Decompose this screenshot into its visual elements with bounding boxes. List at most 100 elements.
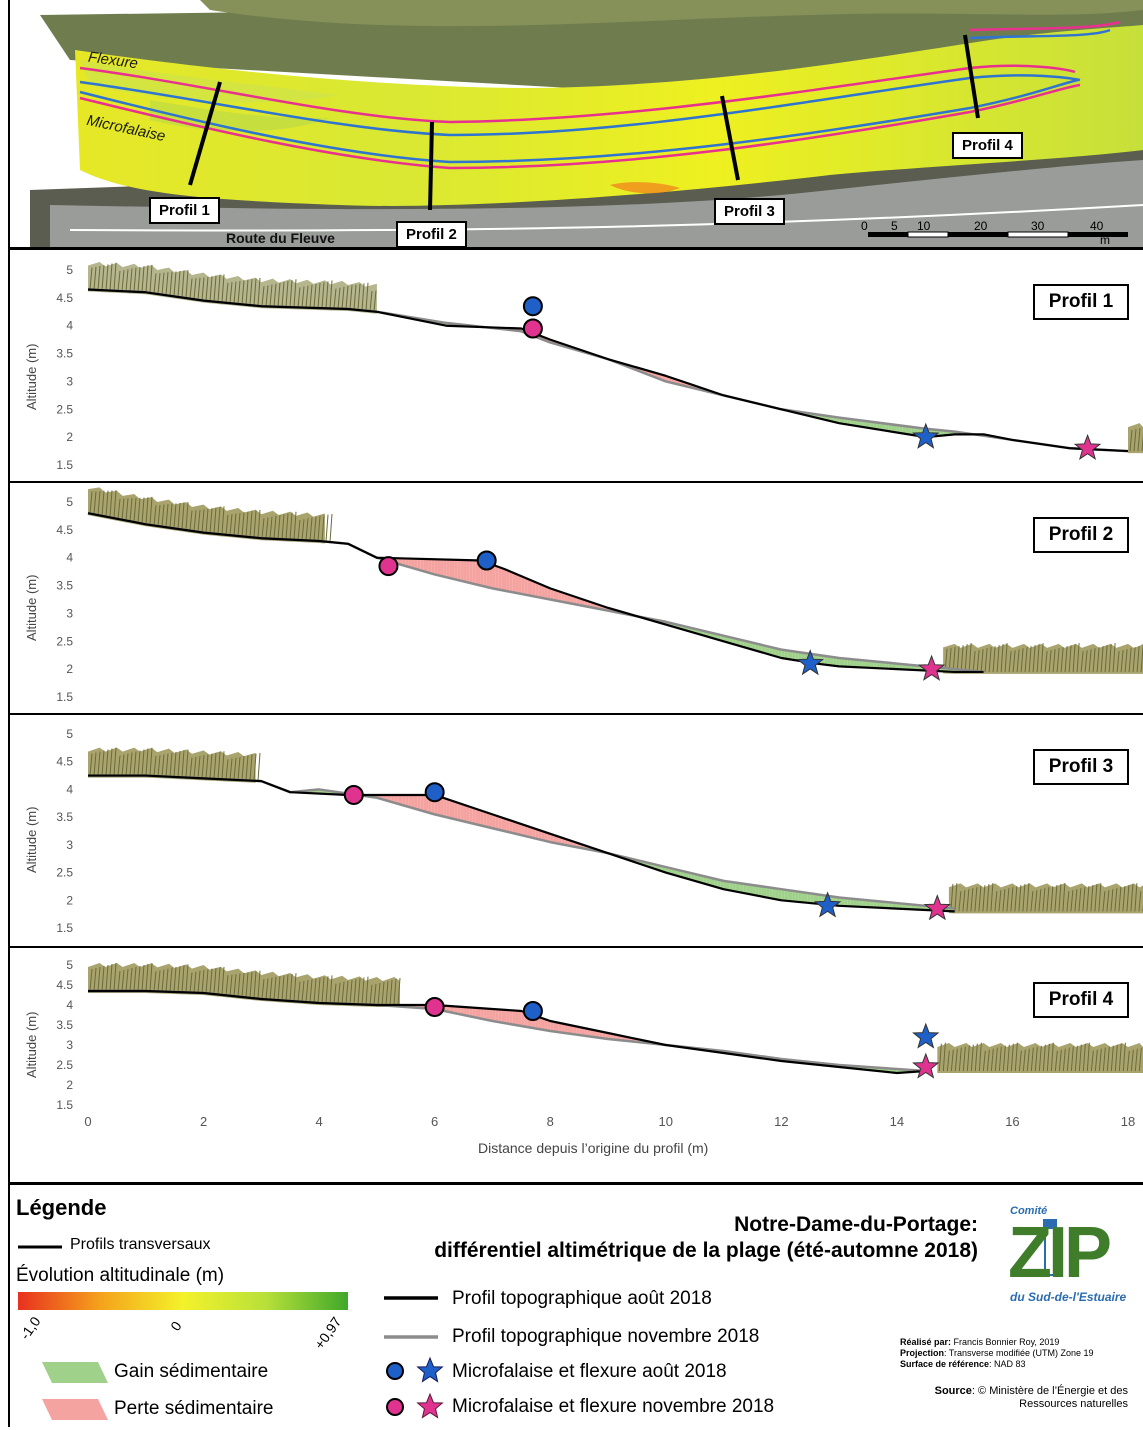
map-title-line-1: Notre-Dame-du-Portage: — [734, 1213, 978, 1237]
credit-source-value-1: : © Ministère de l’Énergie et des — [972, 1385, 1128, 1397]
y-tick-label: 2 — [66, 893, 73, 907]
perte-area — [507, 570, 510, 592]
flexure-aout-marker — [426, 783, 444, 801]
y-tick-label: 2.5 — [56, 634, 73, 648]
perte-area — [504, 818, 507, 831]
y-tick-label: 4 — [66, 551, 73, 565]
y-tick-label: 5 — [66, 727, 73, 741]
perte-area — [498, 816, 501, 830]
perte-area — [429, 559, 432, 573]
y-tick-label: 3 — [66, 606, 73, 620]
legend-perte-label: Perte sédimentaire — [114, 1398, 273, 1420]
y-tick-label: 1.5 — [56, 1098, 73, 1112]
credit-projection-label: Projection — [900, 1348, 944, 1358]
perte-area — [504, 569, 507, 591]
perte-area — [443, 798, 446, 817]
legend-gain-swatch — [42, 1362, 108, 1383]
y-tick-label: 2 — [66, 1078, 73, 1092]
logo-zip: ZIP — [1008, 1215, 1108, 1291]
perte-area — [481, 810, 484, 826]
profile-4-title: Profil 4 — [1033, 982, 1129, 1018]
perte-area — [446, 799, 449, 818]
y-tick-label: 4.5 — [56, 291, 73, 305]
perte-area — [516, 574, 519, 594]
profil-aout-line — [88, 290, 1128, 452]
perte-area — [452, 560, 455, 580]
map-label-profil-2: Profil 2 — [396, 221, 467, 248]
perte-area — [461, 804, 464, 822]
perte-area — [510, 571, 513, 592]
perte-area — [452, 801, 455, 819]
scale-tick-10: 10 — [917, 219, 930, 233]
vegetation-left — [88, 262, 377, 314]
gain-area — [793, 891, 796, 902]
y-tick-label: 2.5 — [56, 866, 73, 880]
legend-area: Légende Profils transversaux Évolution a — [10, 1182, 1143, 1427]
profil-novembre-line — [88, 991, 926, 1071]
perte-area — [521, 576, 524, 594]
y-tick-label: 2 — [66, 430, 73, 444]
perte-area — [504, 1010, 507, 1024]
perte-area — [455, 560, 458, 580]
microfalaise-novembre-marker — [919, 656, 944, 680]
perte-area — [533, 581, 536, 597]
perte-area — [498, 1009, 501, 1022]
credit-source-label: Source — [935, 1385, 972, 1397]
microfalaise-novembre-marker — [913, 1054, 938, 1078]
scale-tick-40: 40 — [1090, 219, 1103, 233]
x-tick-label: 4 — [315, 1114, 322, 1129]
profile-2-chart: 54.543.532.521.5 — [10, 483, 1143, 713]
legend-perte-swatch — [42, 1399, 108, 1420]
y-tick-label: 4.5 — [56, 523, 73, 537]
profil-novembre-line — [88, 290, 1128, 452]
perte-area — [478, 810, 481, 826]
perte-area — [495, 815, 498, 829]
y-tick-label: 4 — [66, 998, 73, 1012]
orthophoto-map: Profil 1 Profil 2 Profil 3 Profil 4 Flex… — [10, 0, 1143, 250]
y-tick-label: 2.5 — [56, 402, 73, 416]
credit-realise: Réalisé par: Francis Bonnier Roy, 2019 — [900, 1337, 1059, 1348]
credit-source-value-2: Ressources naturelles — [1019, 1398, 1128, 1410]
perte-area — [507, 1010, 510, 1024]
y-tick-label: 4.5 — [56, 755, 73, 769]
gain-area — [767, 887, 770, 898]
perte-area — [420, 795, 423, 811]
perte-area — [516, 1011, 519, 1026]
perte-area — [536, 582, 539, 597]
vegetation-left — [88, 963, 400, 1007]
perte-area — [432, 559, 435, 574]
legend-profils-label: Profils transversaux — [70, 1236, 211, 1254]
x-tick-label: 18 — [1121, 1114, 1135, 1129]
gain-area — [778, 889, 781, 901]
x-tick-label: 16 — [1005, 1114, 1019, 1129]
gain-area — [790, 890, 793, 901]
perte-area — [518, 1011, 521, 1026]
x-tick-label: 14 — [890, 1114, 904, 1129]
y-tick-label: 3.5 — [56, 579, 73, 593]
y-tick-label: 3 — [66, 838, 73, 852]
perte-area — [458, 803, 461, 821]
profile-3-chart: 54.543.532.521.5 — [10, 715, 1143, 946]
perte-area — [417, 795, 420, 810]
perte-area — [458, 560, 461, 581]
perte-area — [449, 560, 452, 579]
legend-evolution-label: Évolution altitudinale (m) — [16, 1265, 224, 1287]
profile-1-y-axis-label: Altitude (m) — [24, 344, 39, 410]
gain-area — [781, 889, 784, 900]
y-tick-label: 4 — [66, 319, 73, 333]
profile-2-title: Profil 2 — [1033, 517, 1129, 553]
perte-area — [501, 817, 504, 831]
flexure-novembre-marker — [524, 320, 542, 338]
x-tick-label: 2 — [200, 1114, 207, 1129]
profile-4-y-axis-label: Altitude (m) — [24, 1012, 39, 1078]
perte-area — [495, 566, 498, 590]
y-tick-label: 1.5 — [56, 458, 73, 472]
perte-area — [469, 560, 472, 583]
scale-unit: m — [1100, 233, 1110, 247]
legend-blue-star — [418, 1358, 443, 1382]
perte-area — [513, 573, 516, 593]
perte-area — [487, 812, 490, 827]
